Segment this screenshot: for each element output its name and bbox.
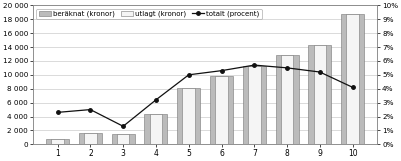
Bar (112, 134, 135, 144)
Bar (281, 55, 294, 144)
Bar (308, 45, 331, 144)
Bar (177, 88, 200, 144)
Bar (117, 134, 130, 144)
Bar (144, 114, 168, 144)
Bar (346, 14, 359, 144)
Bar (84, 133, 97, 144)
Bar (51, 139, 64, 144)
Bar (182, 88, 195, 144)
Legend: beräknat (kronor), utlagt (kronor), totalt (procent): beräknat (kronor), utlagt (kronor), tota… (36, 9, 262, 19)
Bar (275, 55, 299, 144)
Bar (210, 76, 233, 144)
Bar (46, 139, 69, 144)
Bar (243, 66, 266, 144)
Bar (150, 114, 162, 144)
Bar (215, 76, 228, 144)
Bar (248, 66, 261, 144)
Bar (341, 14, 364, 144)
Bar (79, 133, 102, 144)
Bar (314, 45, 326, 144)
